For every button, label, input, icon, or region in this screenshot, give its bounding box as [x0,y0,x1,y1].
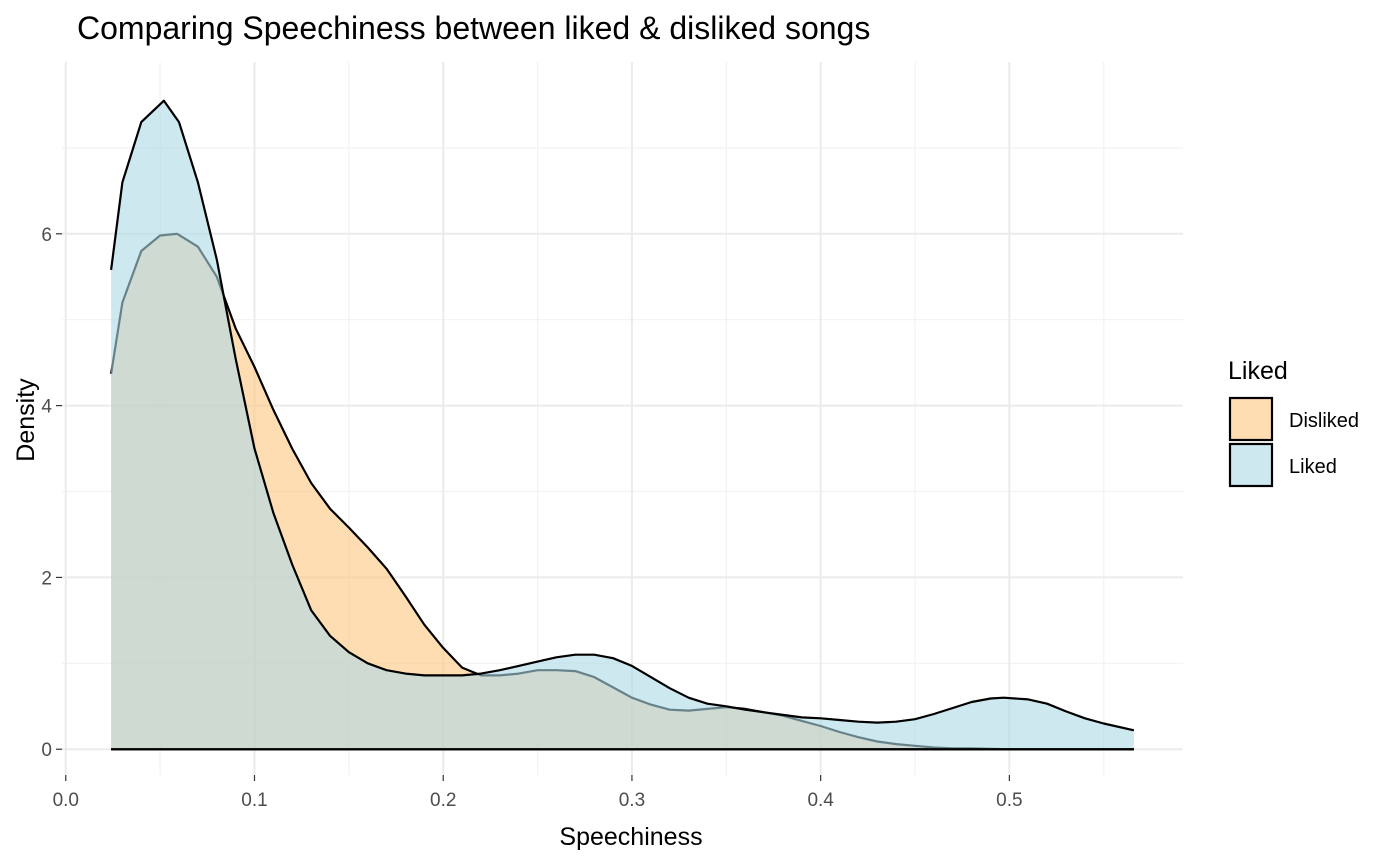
legend: Liked Disliked Liked [1228,357,1359,488]
y-tick-label: 0 [41,740,52,761]
y-tick-label: 4 [41,397,52,418]
density-area-disliked [111,233,1134,750]
x-axis-ticks: 0.0 0.1 0.2 0.3 0.4 0.5 [53,775,1023,811]
x-axis-title: Speechiness [559,823,702,851]
density-areas [110,99,1135,751]
y-tick-label: 2 [41,568,52,589]
legend-key-liked [1228,442,1274,488]
x-tick-label: 0.2 [430,790,456,811]
legend-items: Disliked Liked [1228,396,1359,488]
y-tick-label: 6 [41,225,52,246]
y-axis-ticks: 0 2 4 6 [41,225,62,761]
x-tick-label: 0.5 [996,790,1022,811]
x-tick-label: 0.4 [807,790,834,811]
density-line-liked [110,99,1135,732]
chart-title: Comparing Speechiness between liked & di… [77,10,870,46]
density-area-liked [111,100,1134,750]
legend-title: Liked [1228,357,1288,385]
x-tick-label: 0.1 [241,790,267,811]
y-axis-title: Density [12,378,40,462]
x-tick-label: 0.3 [619,790,645,811]
x-tick-label: 0.0 [53,790,79,811]
legend-label-disliked: Disliked [1289,410,1359,432]
legend-key-disliked [1228,396,1274,442]
legend-label-liked: Liked [1289,456,1337,478]
